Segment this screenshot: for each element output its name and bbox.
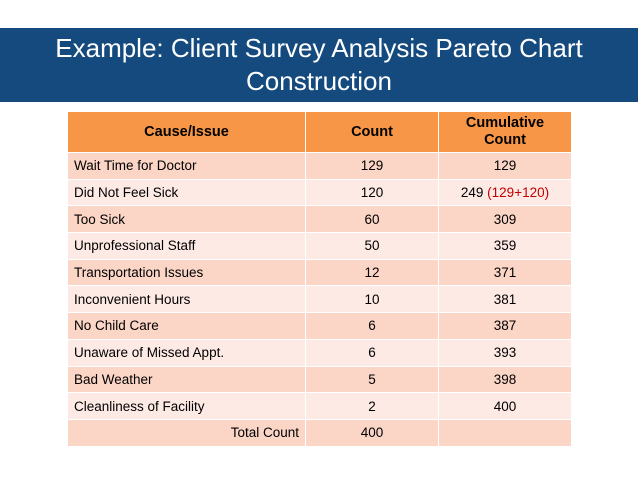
table-row: Unprofessional Staff 50 359	[67, 232, 572, 260]
table-row: Wait Time for Doctor 129 129	[67, 152, 572, 180]
count-cell: 2	[305, 392, 439, 420]
cumulative-note: (129+120)	[487, 185, 550, 201]
title-bar: Example: Client Survey Analysis Pareto C…	[0, 28, 638, 102]
cumulative-cell: 359	[438, 232, 572, 260]
count-cell: 50	[305, 232, 439, 260]
pareto-table: Cause/Issue Count Cumulative Count Wait Ti…	[67, 111, 572, 447]
count-cell: 6	[305, 338, 439, 367]
cause-cell: Cleanliness of Facility	[67, 392, 306, 420]
cumulative-cell: 393	[438, 338, 572, 367]
count-cell: 60	[305, 205, 439, 234]
cumulative-value: 371	[493, 265, 517, 281]
column-header: Count	[305, 111, 439, 153]
header-row: Cause/Issue Count Cumulative Count	[67, 111, 572, 153]
cause-cell: No Child Care	[67, 312, 306, 340]
cause-cell: Did Not Feel Sick	[67, 178, 306, 207]
cumulative-cell: 400	[438, 392, 572, 420]
empty-cell	[438, 418, 572, 447]
table-row: Cleanliness of Facility 2 400	[67, 392, 572, 420]
cause-cell: Inconvenient Hours	[67, 285, 306, 314]
total-count: 400	[305, 418, 439, 447]
cumulative-cell: 387	[438, 312, 572, 340]
cumulative-cell: 371	[438, 258, 572, 287]
cumulative-cell: 249 (129+120)	[438, 178, 572, 207]
cumulative-value: 393	[493, 345, 517, 361]
cause-cell: Transportation Issues	[67, 258, 306, 287]
table-row: Inconvenient Hours 10 381	[67, 285, 572, 314]
table-row: No Child Care 6 387	[67, 312, 572, 340]
cumulative-value: 309	[493, 211, 517, 227]
cumulative-cell: 129	[438, 152, 572, 180]
cause-cell: Unaware of Missed Appt.	[67, 338, 306, 367]
table-row: Did Not Feel Sick 120 249 (129+120)	[67, 178, 572, 207]
cumulative-cell: 398	[438, 365, 572, 394]
cause-cell: Bad Weather	[67, 365, 306, 394]
cumulative-value: 129	[493, 158, 517, 174]
slide-title: Example: Client Survey Analysis Pareto C…	[55, 33, 583, 96]
cumulative-cell: 309	[438, 205, 572, 234]
cumulative-value: 249	[460, 185, 484, 201]
table-row: Bad Weather 5 398	[67, 365, 572, 394]
cause-cell: Wait Time for Doctor	[67, 152, 306, 180]
cumulative-value: 359	[493, 238, 517, 254]
table-row: Too Sick 60 309	[67, 205, 572, 234]
cause-cell: Unprofessional Staff	[67, 232, 306, 260]
cause-cell: Too Sick	[67, 205, 306, 234]
column-header: Cumulative Count	[438, 111, 572, 153]
cumulative-cell: 381	[438, 285, 572, 314]
count-cell: 6	[305, 312, 439, 340]
count-cell: 129	[305, 152, 439, 180]
count-cell: 5	[305, 365, 439, 394]
table-row: Unaware of Missed Appt. 6 393	[67, 338, 572, 367]
count-cell: 120	[305, 178, 439, 207]
cumulative-value: 398	[493, 371, 517, 387]
cumulative-value: 381	[493, 291, 517, 307]
cumulative-value: 387	[493, 318, 517, 334]
column-header: Cause/Issue	[67, 111, 306, 153]
total-label: Total Count	[67, 418, 306, 447]
total-row: Total Count 400	[67, 418, 572, 447]
table-row: Transportation Issues 12 371	[67, 258, 572, 287]
count-cell: 12	[305, 258, 439, 287]
count-cell: 10	[305, 285, 439, 314]
cumulative-value: 400	[493, 398, 517, 414]
